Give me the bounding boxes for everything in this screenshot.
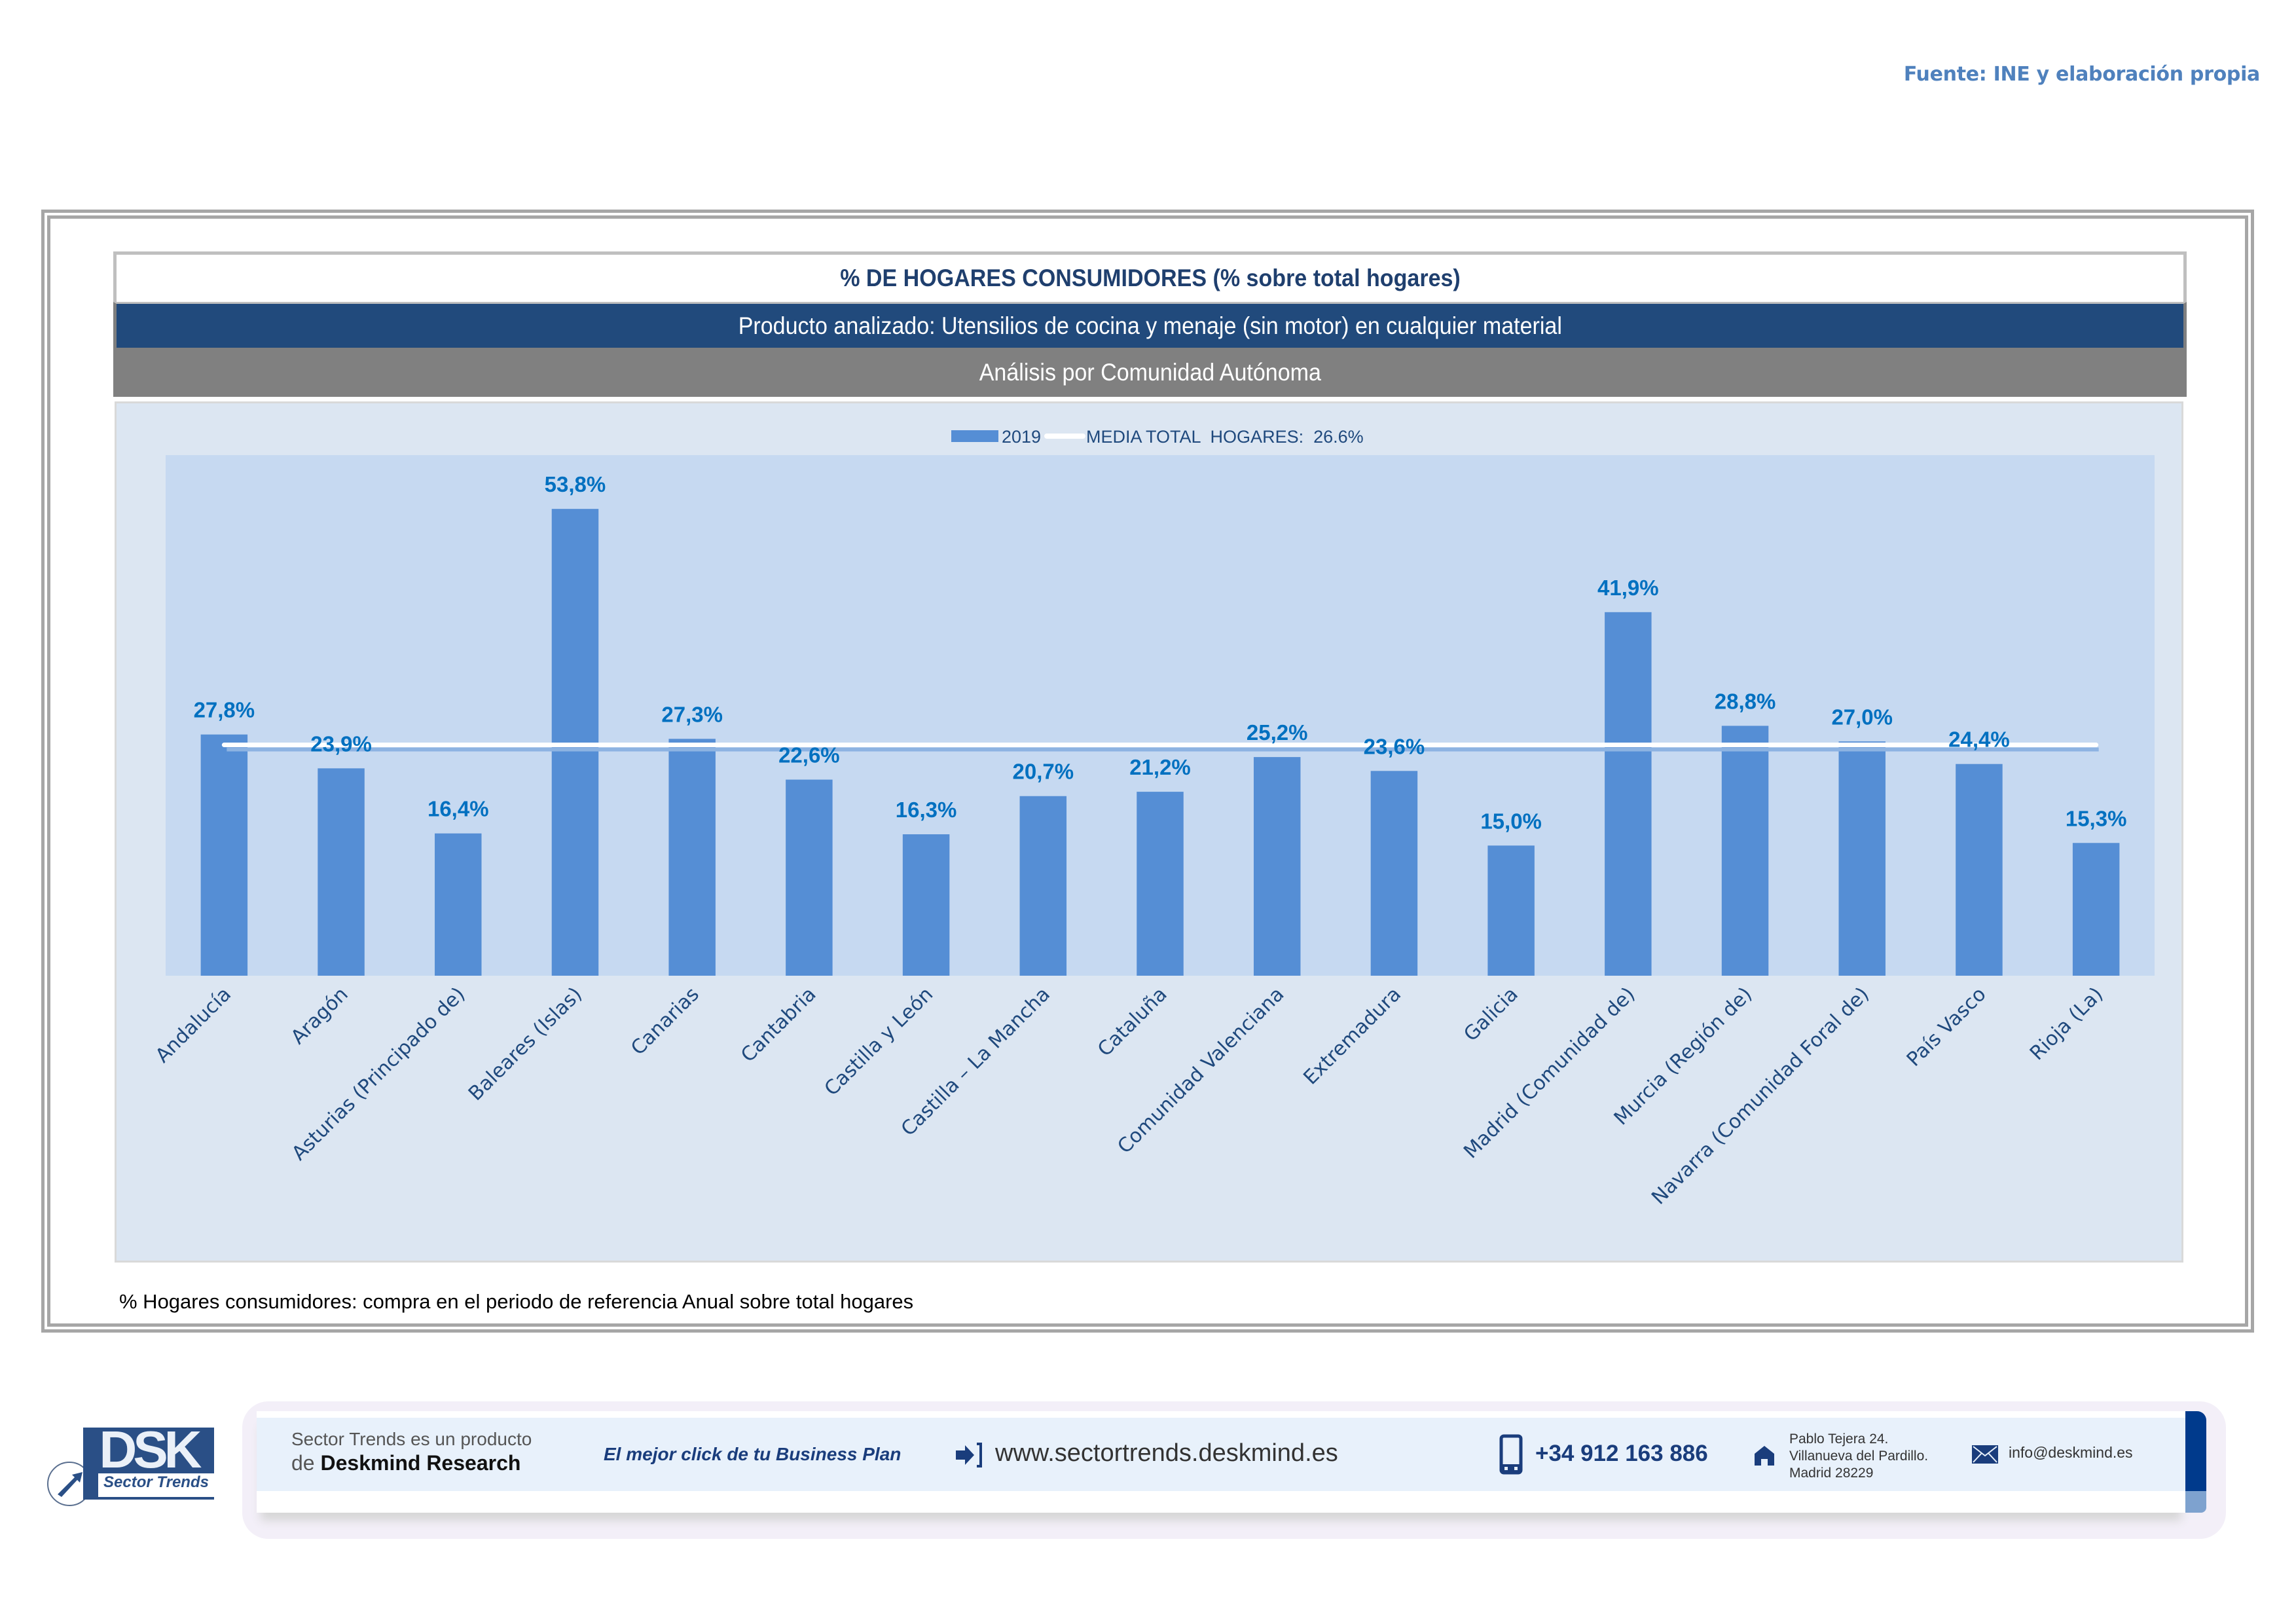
bar xyxy=(551,509,599,976)
phone-icon xyxy=(1499,1434,1523,1477)
address: Pablo Tejera 24. Villanueva del Pardillo… xyxy=(1789,1431,1928,1482)
product-line-2-prefix: de xyxy=(291,1451,321,1475)
legend-label-2019: 2019 xyxy=(1002,427,1041,447)
bar xyxy=(1721,726,1769,976)
footer-banner-band xyxy=(257,1418,2185,1491)
category-label: Cataluña xyxy=(1093,983,1172,1061)
category-label: Canarias xyxy=(627,983,704,1060)
bar-chart: 2019 MEDIA TOTAL HOGARES: 26.6% 27,8% 23,… xyxy=(151,427,2155,1209)
data-label: 27,0% xyxy=(1831,705,1893,729)
product-band: Producto analizado: Utensilios de cocina… xyxy=(113,302,2187,348)
home-icon xyxy=(1753,1445,1776,1469)
data-label: 24,4% xyxy=(1948,728,2010,752)
category-label: Baleares (Islas) xyxy=(464,983,587,1105)
bar xyxy=(1487,845,1535,976)
chart-title: % DE HOGARES CONSUMIDORES (% sobre total… xyxy=(839,265,1461,291)
category-label: Castilla y León xyxy=(820,983,938,1101)
product-line-1: Sector Trends es un producto xyxy=(291,1429,532,1449)
product-subtitle: Producto analizado: Utensilios de cocina… xyxy=(738,312,1562,339)
email-link[interactable]: info@deskmind.es xyxy=(2009,1444,2133,1461)
website-link[interactable]: www.sectortrends.deskmind.es xyxy=(995,1439,1338,1467)
legend: 2019 MEDIA TOTAL HOGARES: 26.6% xyxy=(951,427,1364,447)
brand-name: Deskmind Research xyxy=(320,1451,521,1475)
data-label: 22,6% xyxy=(778,743,840,767)
bar xyxy=(435,833,482,976)
bar xyxy=(1838,741,1886,976)
bar xyxy=(200,734,248,976)
legend-label-mean: MEDIA TOTAL HOGARES: 26.6% xyxy=(1086,427,1364,447)
category-label: País Vasco xyxy=(1903,983,1991,1071)
analysis-band: Análisis por Comunidad Autónoma xyxy=(113,348,2187,397)
data-label: 25,2% xyxy=(1247,720,1308,745)
bar xyxy=(1019,796,1067,976)
data-label: 16,4% xyxy=(428,797,489,821)
bar xyxy=(1370,771,1418,976)
banner-tab-bottom xyxy=(2185,1491,2206,1513)
category-label: Galicia xyxy=(1459,983,1523,1046)
data-label: 15,0% xyxy=(1480,809,1542,833)
bar xyxy=(1253,757,1301,976)
data-label: 28,8% xyxy=(1715,689,1776,713)
category-label: Aragón xyxy=(287,983,353,1049)
category-label: Rioja (La) xyxy=(2026,983,2107,1065)
category-label: Extremadura xyxy=(1299,983,1406,1090)
slogan: El mejor click de tu Business Plan xyxy=(604,1444,902,1464)
title-box: % DE HOGARES CONSUMIDORES (% sobre total… xyxy=(113,251,2187,302)
data-label: 15,3% xyxy=(2066,806,2127,830)
source-note: Fuente: INE y elaboración propia xyxy=(1903,63,2260,86)
bar xyxy=(2072,843,2120,976)
logo-subtitle: Sector Trends xyxy=(103,1473,209,1491)
login-arrow-icon xyxy=(955,1442,983,1471)
bar xyxy=(902,834,950,976)
address-line-1: Pablo Tejera 24. xyxy=(1789,1431,1889,1447)
data-label: 27,3% xyxy=(661,702,723,726)
data-label: 53,8% xyxy=(545,472,606,496)
mail-icon xyxy=(1972,1445,1998,1466)
phone-number[interactable]: +34 912 163 886 xyxy=(1535,1441,1708,1466)
product-line-2: de Deskmind Research xyxy=(291,1451,520,1475)
category-label: Navarra (Comunidad Foral de) xyxy=(1647,983,1874,1209)
bar xyxy=(668,739,716,976)
bar xyxy=(786,779,833,976)
address-line-2: Villanueva del Pardillo. xyxy=(1789,1449,1929,1464)
data-label: 27,8% xyxy=(194,698,255,722)
category-label: Cantabria xyxy=(737,983,820,1067)
address-line-3: Madrid 28229 xyxy=(1789,1466,1874,1481)
analysis-subtitle: Análisis por Comunidad Autónoma xyxy=(979,358,1321,386)
outer-frame xyxy=(41,210,2254,1333)
chart-area: 2019 MEDIA TOTAL HOGARES: 26.6% 27,8% 23,… xyxy=(115,401,2183,1263)
data-label: 23,9% xyxy=(310,731,372,756)
footnote: % Hogares consumidores: compra en el per… xyxy=(119,1290,914,1313)
bar xyxy=(1137,792,1184,976)
data-label: 20,7% xyxy=(1013,760,1074,784)
legend-swatch-bar xyxy=(951,430,998,442)
inner-frame xyxy=(47,215,2248,1327)
bar xyxy=(1605,612,1652,976)
data-label: 21,2% xyxy=(1129,755,1191,779)
bar xyxy=(1956,764,2003,976)
category-label: Andalucía xyxy=(151,983,236,1067)
bar xyxy=(318,768,365,976)
data-label: 23,6% xyxy=(1364,734,1425,758)
logo-text: DSK xyxy=(99,1420,202,1479)
banner-tab xyxy=(2185,1411,2206,1491)
logo-stripe xyxy=(98,1473,214,1497)
data-label: 16,3% xyxy=(896,798,957,822)
data-label: 41,9% xyxy=(1597,576,1659,600)
